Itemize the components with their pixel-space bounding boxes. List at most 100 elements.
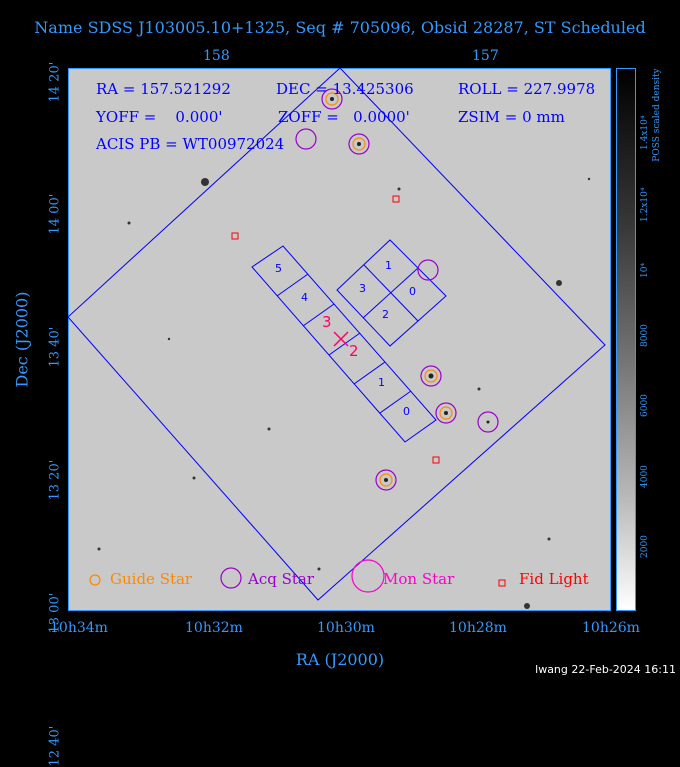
acq-star bbox=[295, 128, 317, 150]
zsim-readout: ZSIM = 0 mm bbox=[458, 108, 565, 126]
acq-star bbox=[420, 365, 442, 387]
fid-light bbox=[392, 195, 400, 203]
chip-label-i1: 1 bbox=[385, 259, 392, 272]
star bbox=[127, 221, 131, 225]
bottom-tick-10h26m: 10h26m bbox=[582, 620, 640, 636]
chip-divider bbox=[276, 273, 309, 297]
acq-star bbox=[477, 411, 499, 433]
colorbar-tick: 2000 bbox=[640, 535, 650, 558]
acq-star bbox=[435, 402, 457, 424]
acq-star bbox=[417, 259, 439, 281]
star bbox=[428, 373, 434, 379]
acis-s-chips bbox=[251, 245, 437, 443]
roll-readout: ROLL = 227.9978 bbox=[458, 80, 596, 98]
legend-mon-label: Mon Star bbox=[383, 570, 455, 588]
guide-star bbox=[424, 369, 438, 383]
star bbox=[477, 387, 481, 391]
x-axis-label: RA (J2000) bbox=[295, 650, 385, 669]
colorbar-tick: 4000 bbox=[640, 465, 650, 488]
guide-star bbox=[379, 473, 393, 487]
figure-title: Name SDSS J103005.10+1325, Seq # 705096,… bbox=[34, 18, 646, 37]
yoff-readout: YOFF = 0.000' bbox=[96, 108, 223, 126]
acq-star bbox=[348, 133, 370, 155]
guide-star bbox=[352, 137, 366, 151]
colorbar-tick: 1.4x10⁴ bbox=[640, 115, 650, 150]
bottom-tick-10h28m: 10h28m bbox=[449, 620, 507, 636]
star bbox=[397, 187, 401, 191]
star bbox=[267, 427, 271, 431]
bottom-tick-10h34m: 10h34m bbox=[50, 620, 108, 636]
chip-divider bbox=[328, 332, 361, 356]
left-tick-13-40: 13 40' bbox=[47, 326, 63, 368]
colorbar-tick: 1.2x10⁴ bbox=[640, 187, 650, 222]
legend-fid-label: Fid Light bbox=[519, 570, 589, 588]
chip-divider bbox=[302, 303, 335, 327]
star bbox=[556, 280, 562, 286]
acis-i-outline bbox=[336, 239, 447, 347]
colorbar-tick: 6000 bbox=[640, 394, 650, 417]
colorbar bbox=[616, 68, 636, 611]
star bbox=[192, 476, 196, 480]
star bbox=[167, 337, 171, 341]
chip-divider bbox=[362, 267, 419, 319]
guide-star bbox=[325, 92, 339, 106]
dec-readout: DEC = 13.425306 bbox=[276, 80, 414, 98]
legend-fid-symbol bbox=[498, 579, 506, 587]
left-tick-14-00: 14 00' bbox=[47, 193, 63, 235]
star bbox=[317, 567, 321, 571]
fid-lights bbox=[231, 195, 440, 464]
legend-acq-label: Acq Star bbox=[248, 570, 315, 588]
chip-divider bbox=[379, 390, 412, 414]
chip-label-i3: 3 bbox=[359, 282, 366, 295]
star bbox=[357, 142, 361, 146]
star bbox=[330, 97, 334, 101]
chip-label-s4: 4 bbox=[301, 291, 308, 304]
chip-label-s5: 5 bbox=[275, 262, 282, 275]
star bbox=[524, 603, 530, 609]
field-overlay: 5 4 1 0 1 3 0 2 3 2 bbox=[68, 68, 606, 601]
left-tick-12-40: 12 40' bbox=[47, 725, 63, 767]
fid-light bbox=[432, 456, 440, 464]
star bbox=[384, 478, 388, 482]
star bbox=[547, 537, 551, 541]
left-tick-13-20: 13 20' bbox=[47, 459, 63, 501]
colorbar-label: POSS scaled density bbox=[652, 68, 662, 162]
acis-i-chips bbox=[336, 239, 447, 347]
top-tick-158: 158 bbox=[203, 48, 230, 64]
fid-light bbox=[231, 232, 239, 240]
star bbox=[97, 547, 101, 551]
star bbox=[444, 411, 448, 415]
acq-stars bbox=[295, 88, 499, 491]
acq-star bbox=[321, 88, 343, 110]
star bbox=[587, 177, 591, 181]
legend-mon-symbol bbox=[351, 559, 385, 593]
legend-acq-symbol bbox=[220, 567, 242, 589]
left-tick-14-20: 14 20' bbox=[47, 61, 63, 103]
acq-star bbox=[375, 469, 397, 491]
chip-label-s1: 1 bbox=[378, 376, 385, 389]
y-axis-label: Dec (J2000) bbox=[12, 291, 32, 388]
chip-label-s3: 3 bbox=[322, 313, 332, 331]
timestamp: lwang 22-Feb-2024 16:11 bbox=[535, 663, 676, 676]
top-tick-157: 157 bbox=[472, 48, 499, 64]
zoff-readout: ZOFF = 0.0000' bbox=[278, 108, 410, 126]
left-tick-13-00: 13 00' bbox=[47, 592, 63, 634]
bottom-tick-10h32m: 10h32m bbox=[185, 620, 243, 636]
star bbox=[486, 420, 490, 424]
aimpoint-marker bbox=[333, 331, 349, 347]
chip-label-s0: 0 bbox=[403, 405, 410, 418]
chip-divider bbox=[353, 361, 386, 385]
acis-pb-readout: ACIS PB = WT00972024 bbox=[96, 135, 285, 153]
ra-readout: RA = 157.521292 bbox=[96, 80, 231, 98]
legend-guide-label: Guide Star bbox=[110, 570, 193, 588]
colorbar-tick: 10⁴ bbox=[640, 262, 650, 278]
chip-label-i0: 0 bbox=[409, 285, 416, 298]
guide-stars bbox=[325, 92, 453, 487]
chip-label-i2: 2 bbox=[382, 308, 389, 321]
legend-guide-symbol bbox=[89, 574, 101, 586]
guide-star bbox=[439, 406, 453, 420]
field-of-view-square bbox=[68, 68, 606, 601]
bottom-tick-10h30m: 10h30m bbox=[317, 620, 375, 636]
chip-label-s2: 2 bbox=[349, 342, 359, 360]
star-field bbox=[97, 177, 591, 609]
